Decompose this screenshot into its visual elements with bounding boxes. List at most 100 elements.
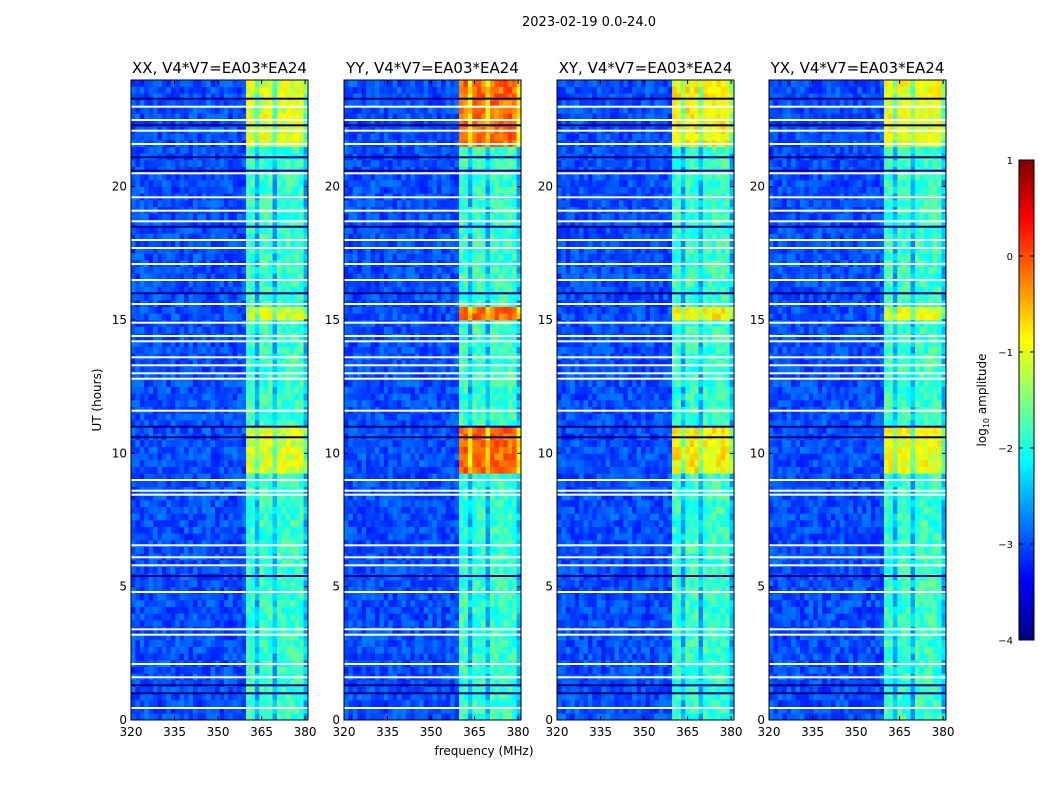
heatmap-cell [166, 520, 172, 527]
heatmap-cell [232, 273, 238, 281]
heatmap-cell [379, 700, 385, 707]
heatmap-cell [344, 600, 349, 607]
heatmap-cell [370, 633, 376, 641]
heatmap-cell [188, 413, 194, 421]
heatmap-cell [268, 146, 273, 154]
heatmap-cell [263, 220, 269, 227]
heatmap-cell [254, 313, 260, 321]
heatmap-cell [228, 253, 234, 261]
heatmap-cell [139, 513, 145, 521]
heatmap-cell [299, 393, 304, 401]
heatmap-cell [237, 686, 242, 694]
heatmap-cell [241, 533, 247, 541]
heatmap-cell [157, 286, 163, 294]
heatmap-cell [131, 220, 136, 227]
heatmap-cell [157, 326, 163, 334]
heatmap-cell [201, 620, 207, 627]
heatmap-cell [281, 226, 287, 234]
heatmap-cell [250, 413, 256, 421]
heatmap-cell [135, 273, 141, 281]
heatmap-cell [397, 706, 402, 714]
heatmap-cell [166, 460, 172, 467]
heatmap-cell [166, 180, 172, 187]
heatmap-cell [303, 593, 309, 601]
heatmap-cell [175, 713, 180, 721]
heatmap-cell [201, 186, 207, 194]
heatmap-cell [206, 226, 211, 234]
flagged-row [131, 225, 308, 228]
heatmap-cell [263, 493, 269, 501]
heatmap-cell [206, 373, 211, 381]
heatmap-cell [228, 586, 234, 594]
heatmap-cell [268, 420, 273, 427]
heatmap-cell [401, 593, 407, 601]
heatmap-cell [131, 546, 136, 554]
heatmap-cell [157, 693, 163, 701]
heatmap-cell [241, 273, 247, 281]
heatmap-cell [219, 186, 225, 194]
heatmap-cell [148, 473, 154, 481]
heatmap-cell [281, 266, 287, 274]
heatmap-cell [383, 706, 389, 714]
heatmap-cell [428, 600, 433, 607]
heatmap-cell [374, 560, 380, 567]
heatmap-cell [144, 146, 149, 154]
heatmap-cell [210, 413, 216, 421]
heatmap-cell [281, 173, 287, 181]
heatmap-cell [228, 173, 234, 181]
heatmap-cell [206, 546, 211, 554]
heatmap-cell [188, 106, 194, 114]
heatmap-cell [299, 133, 304, 141]
heatmap-cell [228, 246, 234, 254]
heatmap-cell [188, 346, 194, 354]
heatmap-cell [277, 613, 282, 621]
heatmap-cell [206, 666, 211, 674]
heatmap-cell [263, 386, 269, 394]
heatmap-cell [277, 546, 282, 554]
heatmap-cell [294, 513, 300, 521]
heatmap-cell [228, 526, 234, 534]
heatmap-cell [281, 113, 287, 121]
heatmap-cell [232, 513, 238, 521]
heatmap-cell [281, 566, 287, 574]
heatmap-cell [476, 560, 482, 567]
heatmap-cell [131, 293, 136, 301]
heatmap-cell [201, 633, 207, 641]
heatmap-cell [445, 600, 451, 607]
heatmap-cell [175, 580, 180, 587]
heatmap-cell [210, 700, 216, 707]
heatmap-cell [157, 426, 163, 434]
heatmap-cell [206, 380, 211, 387]
heatmap-cell [184, 680, 189, 687]
heatmap-cell [170, 646, 176, 654]
heatmap-cell [210, 593, 216, 601]
heatmap-cell [263, 226, 269, 234]
heatmap-cell [299, 200, 304, 207]
heatmap-cell [184, 146, 189, 154]
heatmap-cell [419, 666, 424, 674]
heatmap-cell [423, 646, 429, 654]
heatmap-cell [219, 506, 225, 514]
heatmap-cell [450, 686, 455, 694]
heatmap-cell [192, 326, 198, 334]
heatmap-cell [170, 233, 176, 241]
heatmap-cell [290, 306, 296, 314]
heatmap-cell [277, 253, 282, 261]
heatmap-cell [441, 580, 447, 587]
heatmap-cell [241, 473, 247, 481]
heatmap-cell [139, 180, 145, 187]
heatmap-cell [294, 80, 300, 87]
heatmap-cell [131, 326, 136, 334]
heatmap-cell [476, 540, 482, 547]
heatmap-cell [170, 666, 176, 674]
heatmap-cell [254, 693, 260, 701]
heatmap-cell [161, 113, 167, 121]
heatmap-cell [246, 313, 251, 321]
heatmap-cell [259, 446, 265, 454]
heatmap-cell [516, 653, 522, 661]
heatmap-cell [188, 286, 194, 294]
heatmap-cell [294, 160, 300, 167]
heatmap-cell [246, 666, 251, 674]
heatmap-cell [281, 273, 287, 281]
heatmap-cell [454, 686, 460, 694]
